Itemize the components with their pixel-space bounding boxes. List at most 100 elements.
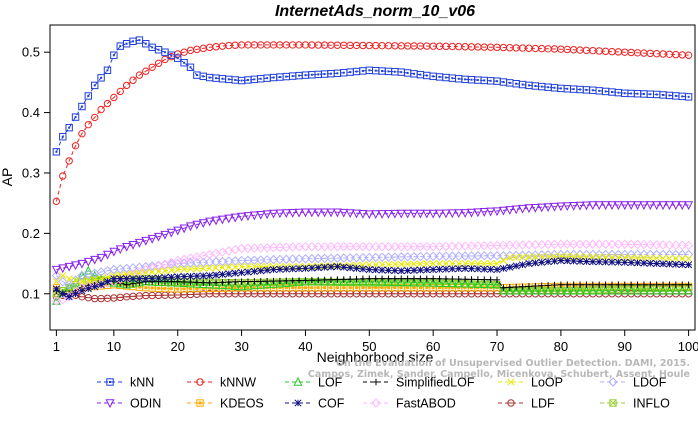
data-point (543, 203, 553, 213)
data-point (607, 201, 617, 211)
data-point (352, 67, 361, 76)
data-point (658, 240, 668, 250)
data-point (480, 260, 488, 268)
data-point (499, 256, 507, 265)
series-cof (52, 256, 693, 301)
data-point (122, 242, 132, 252)
data-point (128, 240, 138, 250)
data-point (466, 241, 477, 251)
legend-marker (293, 376, 303, 386)
data-point (441, 209, 451, 219)
data-point (455, 275, 462, 283)
data-point (383, 241, 394, 252)
data-point (238, 278, 245, 285)
data-point (366, 275, 373, 282)
data-point (383, 252, 394, 262)
data-point (192, 220, 202, 230)
data-point (524, 240, 534, 250)
data-point (142, 275, 150, 283)
data-point (409, 241, 419, 252)
data-point (416, 290, 425, 298)
data-point (492, 251, 502, 261)
data-point (256, 243, 266, 253)
data-point (91, 113, 99, 122)
data-point (434, 241, 445, 252)
data-point (174, 273, 182, 281)
data-point (161, 48, 169, 56)
data-point (498, 206, 508, 216)
data-point (294, 242, 304, 252)
data-point (575, 239, 585, 249)
data-point (434, 251, 445, 261)
data-point (551, 281, 558, 289)
legend-label: FastABOD (396, 397, 456, 411)
data-point (180, 273, 188, 281)
data-point (122, 81, 131, 90)
data-point (448, 260, 456, 268)
data-point (287, 242, 298, 252)
data-point (544, 258, 552, 266)
data-point (607, 239, 617, 249)
data-point (448, 265, 456, 273)
data-point (288, 209, 298, 218)
data-point (576, 257, 584, 265)
data-point (549, 239, 560, 250)
data-point (276, 290, 284, 298)
data-point (474, 260, 482, 268)
data-point (91, 283, 99, 291)
data-point (198, 257, 208, 268)
data-point (339, 253, 349, 263)
data-point (377, 210, 387, 219)
data-point (135, 292, 144, 300)
data-point (416, 266, 424, 274)
data-point (129, 275, 137, 283)
data-point (161, 267, 169, 275)
data-point (326, 208, 336, 218)
data-point (557, 281, 565, 288)
data-point (498, 240, 509, 251)
data-point (314, 264, 322, 272)
data-point (531, 259, 539, 267)
data-point (237, 281, 247, 291)
data-point (97, 105, 105, 114)
data-point (307, 276, 317, 286)
data-point (423, 266, 431, 274)
data-point (333, 290, 342, 298)
data-point (365, 290, 374, 298)
data-point (78, 293, 86, 301)
data-point (141, 236, 151, 246)
data-point (58, 295, 68, 305)
data-point (186, 265, 195, 273)
data-point (486, 207, 496, 217)
data-point (588, 249, 598, 260)
data-point (557, 256, 565, 265)
data-point (135, 71, 144, 79)
chart-title: InternetAds_norm_10_v06 (275, 3, 475, 20)
data-point (499, 264, 507, 272)
data-point (332, 208, 342, 218)
data-point (200, 279, 207, 286)
data-point (179, 224, 189, 234)
data-point (538, 282, 545, 289)
data-point (262, 255, 272, 265)
data-point (595, 258, 603, 266)
data-point (166, 228, 176, 238)
data-point (52, 278, 60, 286)
data-point (320, 276, 330, 286)
data-point (173, 226, 183, 236)
data-point (645, 201, 655, 211)
data-point (211, 216, 221, 226)
data-point (364, 252, 375, 263)
data-point (378, 260, 386, 269)
data-point (678, 255, 686, 263)
data-point (77, 270, 87, 280)
data-point (167, 273, 175, 281)
data-point (142, 291, 150, 300)
data-point (492, 207, 502, 217)
data-point (396, 252, 406, 262)
data-point (441, 251, 451, 261)
data-point (485, 240, 496, 251)
data-point (193, 279, 201, 286)
data-point (575, 285, 585, 295)
data-point (468, 276, 475, 283)
